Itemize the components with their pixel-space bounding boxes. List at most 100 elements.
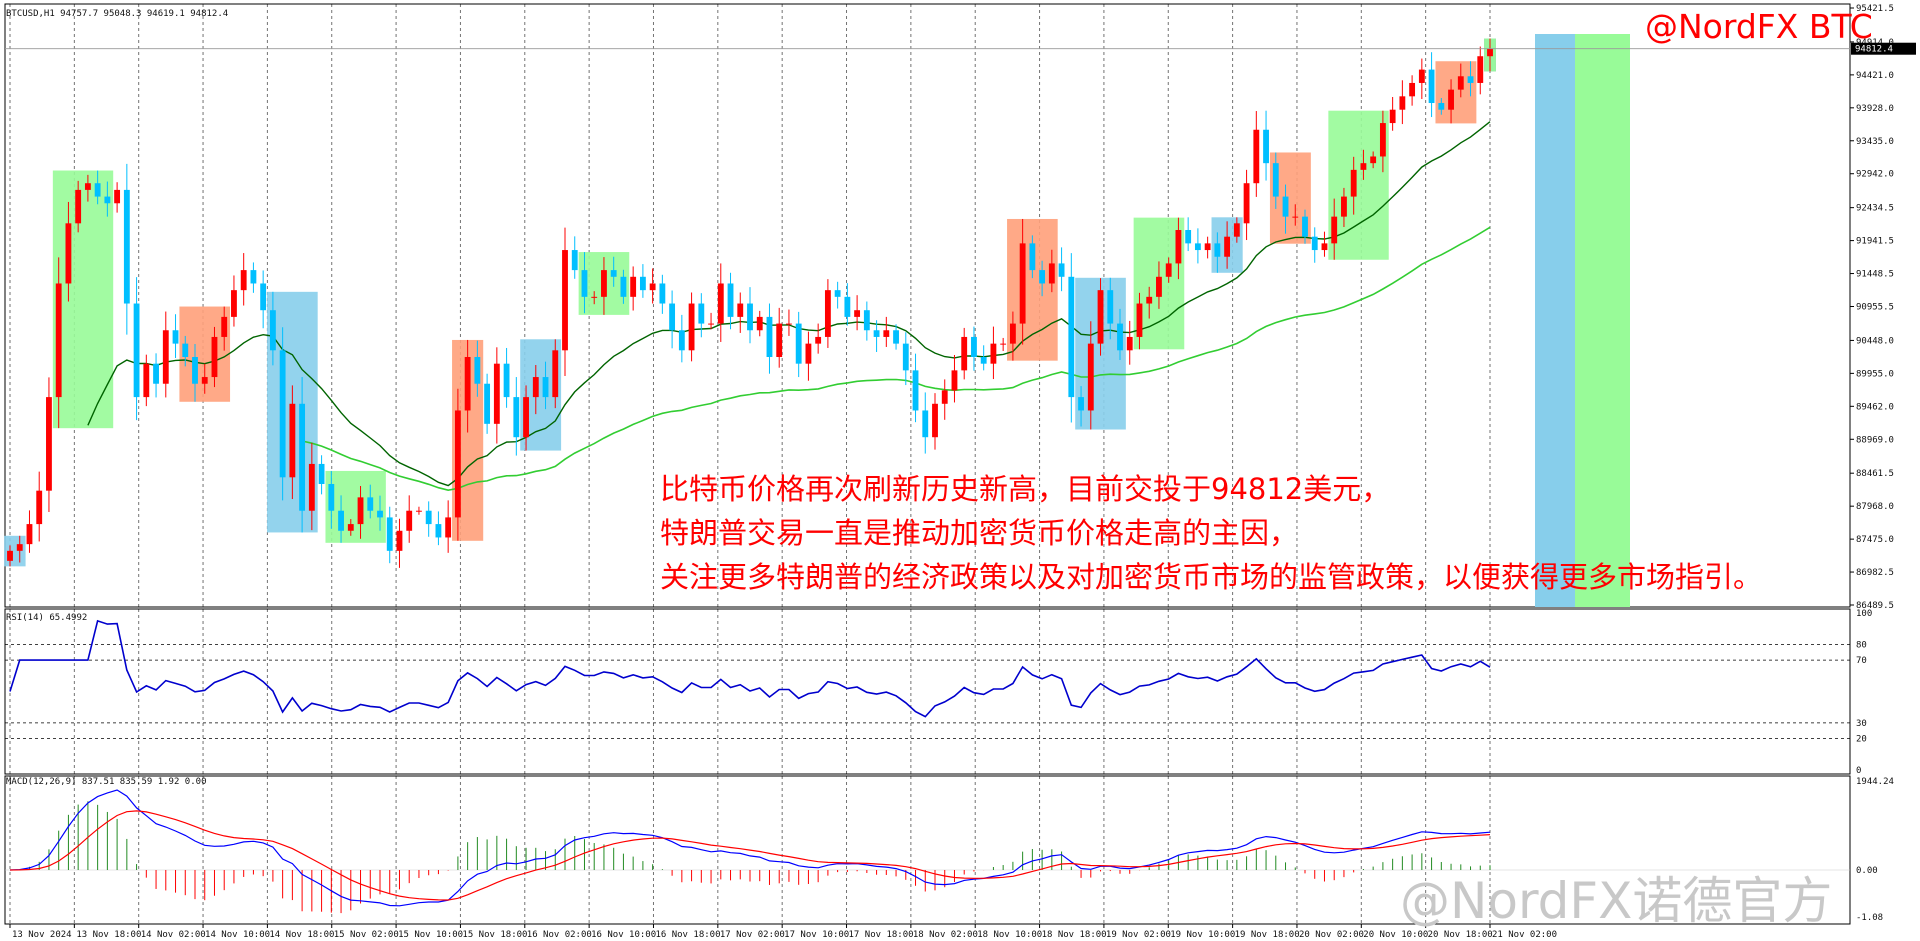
candle [1214,232,1221,273]
main-chart-header: BTCUSD,H1 94757.7 95048.3 94619.1 94812.… [6,9,228,19]
price-tick-label: 89462.0 [1856,402,1894,412]
time-tick-label: 16 Nov 10:00 [591,930,656,940]
candle [1156,261,1162,309]
candle-body [873,330,880,337]
time-axis: 13 Nov 2024 13 Nov 18:00 14 Nov 02:00 14 No… [9,924,1557,940]
candle-body [425,510,432,525]
candle [708,312,714,330]
price-tag-box [1851,42,1916,55]
candle [1000,337,1007,351]
candle [854,295,861,331]
candle-body [639,276,646,291]
annotation-line-1: 比特币价格再次刷新历史新高，目前交投于94812美元， [660,472,1390,506]
time-tick-label: 20 Nov 02:00 [1299,930,1364,940]
candle [201,363,208,394]
candle-body [279,350,286,478]
candle-body [591,296,598,298]
candle [182,335,189,367]
candle [893,324,899,350]
price-tick-label: 94421.0 [1856,71,1894,81]
candle-body [1039,270,1046,284]
candle-body [153,363,159,384]
candle [932,393,938,450]
candle [591,291,598,305]
candle-body [1399,96,1406,110]
candle [1009,311,1016,361]
candle [688,292,695,362]
candle [1263,110,1269,181]
price-tick-label: 91941.5 [1856,237,1894,247]
candle [552,339,559,409]
candle [347,519,354,536]
price-tick-label: 92434.5 [1856,204,1894,214]
candle-body [133,303,140,398]
candle [269,291,276,366]
rsi-tick-label: 30 [1856,719,1867,729]
candle-body [1126,336,1133,351]
candle-body [416,510,422,512]
candle-body [75,189,82,224]
candle-body [1058,263,1065,277]
candle-body [1224,236,1231,257]
time-tick-label: 18 Nov 18:00 [1042,930,1107,940]
candle-body [863,310,870,331]
rsi-header: RSI(14) 65.4992 [6,613,87,623]
candle-body [1438,103,1445,110]
candle [542,361,549,410]
candle-body [795,323,802,364]
candle [883,316,890,347]
candle-body [688,303,695,351]
candle [951,354,958,403]
macd-header: MACD(12,26,9) 837.51 835.59 1.92 0.00 [6,777,206,787]
candle [971,326,977,371]
candle-body [941,390,948,404]
candle-body [46,397,52,491]
candle [1272,152,1279,209]
candle [1457,63,1464,98]
candle-body [581,270,588,297]
candle [1418,58,1425,100]
candle [65,201,72,302]
candle-body [1302,216,1308,237]
candle-body [328,483,335,511]
time-tick-label: 19 Nov 10:00 [1170,930,1235,940]
watermark: @NordFX诺德官方 [1400,872,1832,930]
time-tick-label: 21 Nov 02:00 [1492,930,1557,940]
candle-body [649,283,656,291]
candle [464,339,471,433]
candle-body [211,336,218,378]
candle [231,275,237,327]
candle [1194,228,1201,264]
candle [308,442,315,531]
candle-body [737,303,744,317]
candle-body [182,343,189,357]
candle [26,510,33,553]
price-tick-label: 92942.0 [1856,170,1894,180]
candle-body [474,356,481,384]
time-tick-label: 13 Nov 18:00 [76,930,141,940]
time-tick-label: 13 Nov 2024 [12,930,72,940]
candle-body [299,403,306,511]
time-tick-label: 14 Nov 18:00 [269,930,334,940]
candle-body [250,270,257,284]
candle-body [698,303,705,324]
candle-body [824,290,831,337]
candle [445,500,452,553]
candle-body [1477,56,1484,83]
candle [299,377,306,533]
candle [834,281,841,309]
candle-body [786,323,792,325]
candle [221,306,228,351]
candle-body [1409,82,1416,97]
candle-body [114,189,121,204]
slow-moving-average-line [301,226,1491,492]
rsi-tick-label: 20 [1856,735,1867,745]
price-tick-label: 87968.0 [1856,502,1894,512]
time-tick-label: 18 Nov 02:00 [913,930,978,940]
candle [961,327,968,380]
brand-label: @NordFX BTC [1645,7,1873,46]
candle [786,309,792,336]
candle [1438,97,1445,115]
rsi-panel: 100 80 70 30 20 0 [5,609,1872,776]
